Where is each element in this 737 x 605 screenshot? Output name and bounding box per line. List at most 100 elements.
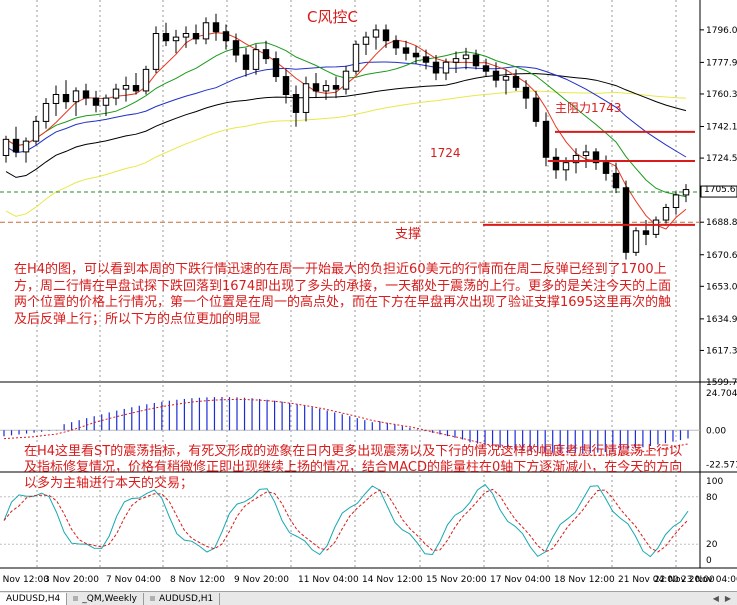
candle-body: [282, 76, 290, 96]
candle-body: [472, 54, 480, 67]
time-tick-label: 8 Nov 12:00: [170, 575, 225, 585]
candle-body: [432, 61, 440, 74]
candle-body: [2, 138, 10, 156]
candle-body: [362, 36, 370, 45]
price-tick-label: 1796.05: [706, 26, 737, 36]
scroll-left-icon[interactable]: ◀: [712, 594, 719, 603]
tab-audusd-h4[interactable]: AUDUSD,H4: [0, 592, 68, 605]
macd-tick-label: 24.704: [706, 389, 737, 399]
candle-body: [32, 120, 40, 142]
time-tick-label: 9 Nov 20:00: [234, 575, 289, 585]
price-tick-label: 1777.90: [706, 58, 737, 68]
tab-label: AUDUSD,H4: [6, 593, 61, 604]
candle-body: [442, 61, 450, 74]
candle-body: [202, 22, 210, 40]
moving-average-line: [5, 73, 687, 178]
candle-body: [182, 33, 190, 38]
price-tick-label: 1724.55: [706, 154, 737, 164]
tab-arrow-icon: [149, 596, 155, 601]
chart-title: C风控C: [307, 8, 358, 26]
candle-body: [542, 120, 550, 158]
tab-label: AUDUSD,H1: [158, 593, 214, 604]
candle-body: [372, 29, 380, 38]
price-tick-label: 1653.05: [706, 282, 737, 292]
candle-body: [452, 58, 460, 63]
candle-body: [582, 151, 590, 156]
stochastic-tick-label: 100: [706, 477, 723, 487]
candle-body: [52, 94, 60, 104]
candle-body: [42, 102, 50, 122]
tab-arrow-icon: [73, 596, 79, 601]
stochastic-d-line: [3, 488, 689, 553]
price-axis: 1796.051777.901760.301742.151724.551706.…: [700, 26, 737, 566]
time-tick-label: 21 Nov 04:00: [618, 575, 679, 585]
candle-body: [62, 94, 70, 103]
price-panel: [0, 0, 737, 591]
candle-body: [172, 36, 180, 42]
level-label: 1724: [430, 146, 461, 160]
candle-body: [82, 90, 90, 99]
candle-body: [222, 31, 230, 42]
time-tick-label: 17 Nov 04:00: [490, 575, 551, 585]
candle-body: [332, 85, 340, 90]
stochastic-panel: [0, 483, 700, 558]
macd-panel: [0, 397, 700, 456]
candle-body: [552, 156, 560, 171]
candle-body: [502, 76, 510, 81]
candle-body: [212, 22, 220, 33]
tab-qm-weekly[interactable]: _QM,Weekly: [67, 592, 144, 605]
chart-area[interactable]: 1796.051777.901760.301742.151724.551706.…: [0, 0, 737, 591]
candle-body: [652, 219, 660, 235]
candle-body: [612, 172, 620, 189]
price-tick-label: 1670.65: [706, 251, 737, 261]
candle-body: [462, 54, 470, 60]
current-price-box: [700, 185, 737, 198]
stochastic-commentary: 在H4这里看ST的震荡指标，有死叉形成的迹象在日内更多出现震荡以及下行的情况这样…: [24, 444, 683, 491]
candle-body: [492, 70, 500, 81]
candle-body: [262, 49, 270, 60]
main-commentary: 在H4的图，可以看到本周的下跌行情迅速的在周一开始最大的负担近60美元的行情而在…: [14, 262, 672, 327]
candle-body: [352, 43, 360, 72]
time-tick-label: 15 Nov 20:00: [426, 575, 487, 585]
price-tick-label: 1634.90: [706, 315, 737, 325]
price-tick-label: 1688.80: [706, 218, 737, 228]
tab-audusd-h1[interactable]: AUDUSD,H1: [144, 592, 221, 605]
stochastic-k-line: [3, 483, 689, 558]
candle-body: [162, 33, 170, 42]
candle-body: [512, 76, 520, 88]
macd-tick-label: -22.571: [706, 460, 737, 470]
scroll-right-icon[interactable]: ▶: [724, 594, 731, 603]
candle-body: [122, 85, 130, 90]
time-tick-label: 11 Nov 04:00: [298, 575, 359, 585]
candle-body: [342, 70, 350, 90]
candle-body: [112, 88, 120, 99]
candle-body: [572, 154, 580, 164]
candle-body: [382, 29, 390, 42]
candle-body: [672, 194, 680, 208]
candle-body: [232, 40, 240, 56]
candle-body: [12, 138, 20, 153]
time-tick-label: 18 Nov 12:00: [554, 575, 615, 585]
stochastic-tick-label: 0: [706, 556, 712, 566]
resistance-label: 主阻力1743: [555, 101, 622, 115]
price-tick-label: 1742.15: [706, 123, 737, 133]
candle-body: [102, 97, 110, 106]
candle-body: [272, 58, 280, 78]
candle-body: [532, 97, 540, 122]
price-tick-label: 1617.30: [706, 346, 737, 356]
chart-background: [0, 0, 737, 591]
candle-body: [242, 54, 250, 70]
candle-body: [662, 206, 670, 221]
current-price-label: 1705.61: [704, 185, 737, 195]
symbol-tab-bar: AUDUSD,H4 _QM,Weekly AUDUSD,H1 ◀ ▶: [0, 591, 737, 605]
candle-body: [322, 85, 330, 92]
candle-body: [632, 230, 640, 253]
time-tick-label: 3 Nov 20:00: [44, 575, 99, 585]
candle-body: [682, 189, 690, 196]
candle-body: [482, 65, 490, 72]
candle-body: [142, 68, 150, 92]
macd-signal-line: [3, 399, 689, 456]
candle-body: [132, 85, 140, 92]
price-tick-label: 1760.30: [706, 90, 737, 100]
time-tick-label: 2 Nov 12:00: [0, 575, 49, 585]
